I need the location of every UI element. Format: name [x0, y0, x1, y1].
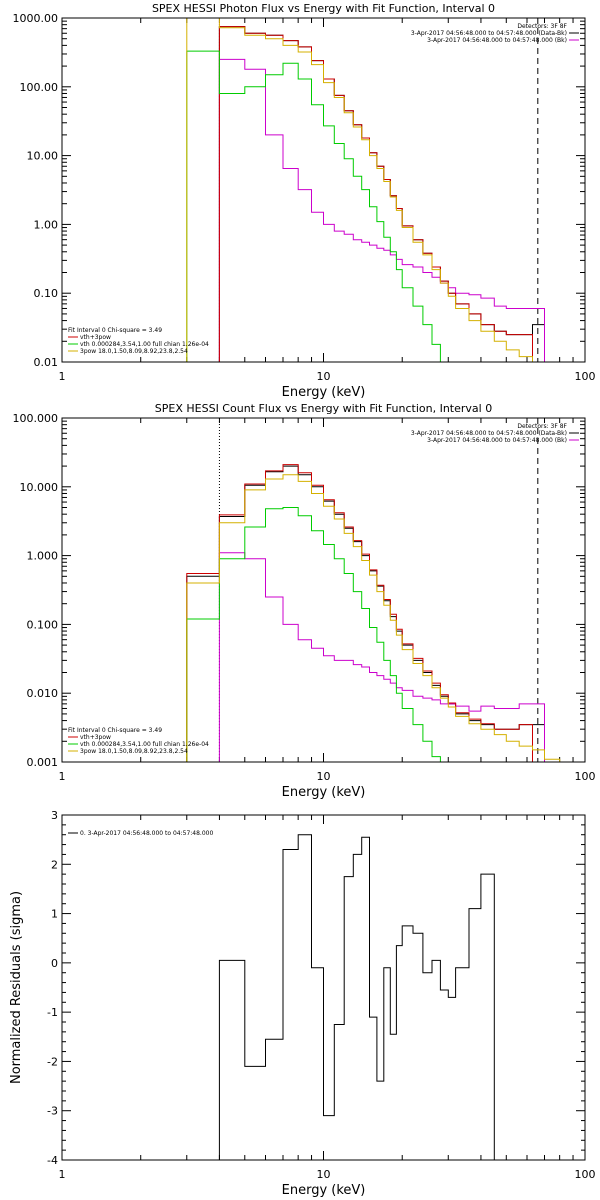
series-line-3 [186, 507, 449, 762]
series-group [186, 464, 561, 762]
series-line-0 [186, 465, 545, 762]
x-tick-label: 100 [575, 770, 596, 783]
series-line-4 [186, 474, 561, 762]
legend-entry: 3pow 18.0,1.50,8.09,8.92,23.8,2.54 [80, 748, 188, 755]
legend-entry: 0. 3-Apr-2017 04:56:48.000 to 04:57:48.0… [80, 830, 213, 837]
y-tick-label: -3 [47, 1105, 58, 1118]
y-tick-label: 100.000 [13, 412, 59, 425]
x-tick-label: 10 [317, 770, 331, 783]
y-tick-label: 1000.00 [13, 12, 59, 25]
legend-entry: vth+3pow [80, 334, 111, 341]
plot-frame [61, 417, 586, 763]
y-tick-label: 10.00 [27, 150, 59, 163]
y-tick-label: 3 [51, 809, 58, 822]
y-tick-label: 10.000 [20, 481, 59, 494]
legend-header: Detectors: 3F 8F [517, 423, 567, 430]
panel-photon: SPEX HESSI Photon Flux vs Energy with Fi… [13, 2, 596, 400]
x-axis-label: Energy (keV) [282, 785, 366, 800]
series-line-2 [218, 26, 533, 362]
x-tick-label: 1 [59, 370, 66, 383]
legend-header: Fit Interval 0 Chi-square = 3.49 [68, 727, 162, 734]
series-line-0 [218, 834, 495, 1160]
y-tick-label: -1 [47, 1006, 58, 1019]
x-tick-label: 1 [59, 770, 66, 783]
legend-header: Fit Interval 0 Chi-square = 3.49 [68, 327, 162, 334]
x-tick-label: 100 [575, 370, 596, 383]
series-group [186, 18, 561, 362]
series-line-1 [218, 552, 545, 762]
y-tick-label: 0 [51, 957, 58, 970]
series-line-3 [186, 50, 449, 362]
plot-frame [61, 17, 586, 363]
y-tick-label: -2 [47, 1055, 58, 1068]
series-group [218, 834, 495, 1160]
x-tick-label: 10 [317, 370, 331, 383]
y-tick-label: 0.100 [27, 618, 59, 631]
legend-entry: 3-Apr-2017 04:56:48.000 to 04:57:48.000 … [411, 430, 567, 437]
y-tick-label: 2 [51, 858, 58, 871]
legend-entry: 3-Apr-2017 04:56:48.000 to 04:57:48.000 … [411, 30, 567, 37]
y-tick-label: -4 [47, 1154, 58, 1167]
series-line-4 [186, 18, 561, 362]
y-axis-label: Normalized Residuals (sigma) [9, 891, 24, 1084]
y-tick-label: 1.000 [27, 550, 59, 563]
x-axis-label: Energy (keV) [282, 1183, 366, 1198]
series-line-2 [186, 464, 533, 762]
y-tick-label: 1 [51, 908, 58, 921]
x-axis-label: Energy (keV) [282, 385, 366, 400]
series-line-0 [218, 26, 545, 362]
x-tick-label: 10 [317, 1168, 331, 1181]
series-line-1 [218, 58, 545, 362]
y-tick-label: 1.00 [34, 218, 59, 231]
y-tick-label: 100.00 [20, 81, 59, 94]
legend-header: Detectors: 3F 8F [517, 23, 567, 30]
y-tick-label: 0.001 [27, 756, 59, 769]
x-tick-label: 100 [575, 1168, 596, 1181]
y-tick-label: 0.10 [34, 287, 59, 300]
legend-entry: vth 0.000284,3.54,1.00 full chian 1.26e-… [80, 741, 209, 748]
plot-frame [61, 814, 586, 1161]
chart-title: SPEX HESSI Count Flux vs Energy with Fit… [155, 402, 492, 415]
legend-entry: vth+3pow [80, 734, 111, 741]
legend-entry: vth 0.000284,3.54,1.00 full chian 1.26e-… [80, 341, 209, 348]
panel-count: SPEX HESSI Count Flux vs Energy with Fit… [13, 402, 596, 800]
y-tick-label: 0.010 [27, 687, 59, 700]
legend-entry: 3pow 18.0,1.50,8.09,8.92,23.8,2.54 [80, 348, 188, 355]
y-tick-label: 0.01 [34, 356, 59, 369]
legend-entry: 3-Apr-2017 04:56:48.000 to 04:57:48.000 … [427, 37, 567, 44]
chart-title: SPEX HESSI Photon Flux vs Energy with Fi… [152, 2, 495, 15]
x-tick-label: 1 [59, 1168, 66, 1181]
legend-entry: 3-Apr-2017 04:56:48.000 to 04:57:48.000 … [427, 437, 567, 444]
